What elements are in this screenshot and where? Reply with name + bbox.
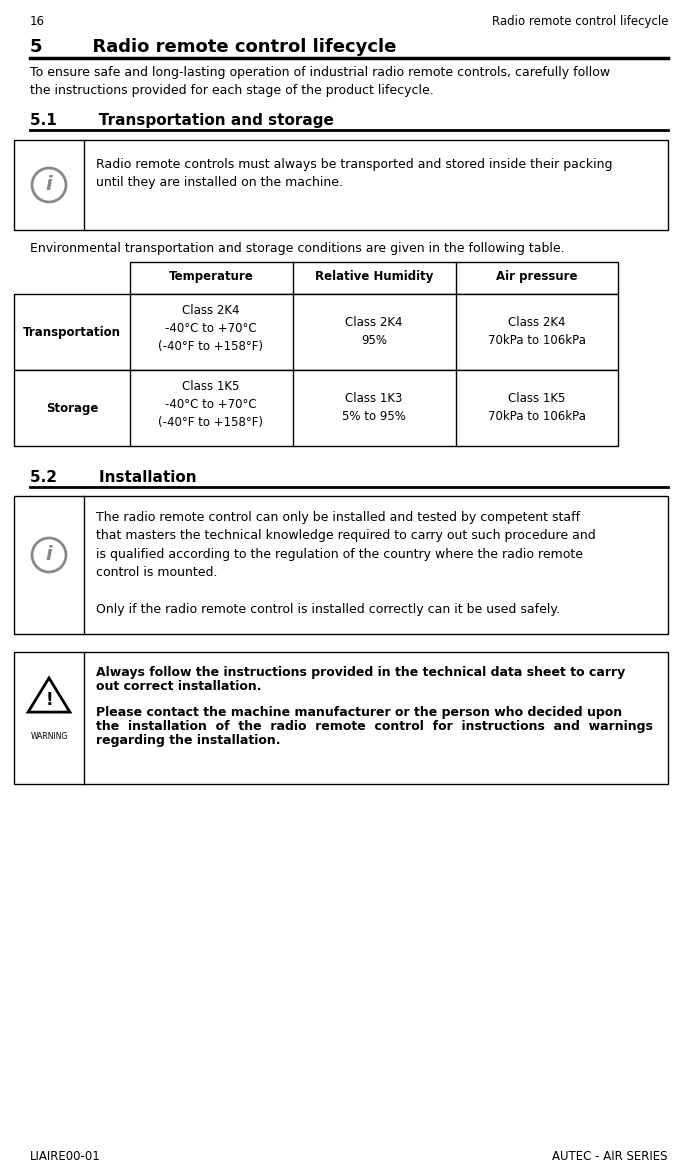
Text: Air pressure: Air pressure <box>496 270 578 283</box>
Text: Radio remote controls must always be transported and stored inside their packing: Radio remote controls must always be tra… <box>96 158 613 189</box>
Text: Class 1K5
-40°C to +70°C
(-40°F to +158°F): Class 1K5 -40°C to +70°C (-40°F to +158°… <box>158 379 264 430</box>
Text: Relative Humidity: Relative Humidity <box>315 270 433 283</box>
Text: i: i <box>45 176 52 194</box>
Text: To ensure safe and long-lasting operation of industrial radio remote controls, c: To ensure safe and long-lasting operatio… <box>30 66 610 97</box>
Text: !: ! <box>45 691 53 709</box>
Text: Class 2K4
70kPa to 106kPa: Class 2K4 70kPa to 106kPa <box>488 315 586 347</box>
Text: Class 1K3
5% to 95%: Class 1K3 5% to 95% <box>342 392 406 423</box>
Text: 5        Radio remote control lifecycle: 5 Radio remote control lifecycle <box>30 38 396 56</box>
Text: Storage: Storage <box>46 402 98 416</box>
Text: Environmental transportation and storage conditions are given in the following t: Environmental transportation and storage… <box>30 242 565 255</box>
Bar <box>14 370 618 446</box>
Text: regarding the installation.: regarding the installation. <box>96 734 281 747</box>
Text: The radio remote control can only be installed and tested by competent staff
tha: The radio remote control can only be ins… <box>96 511 596 617</box>
Text: 5.1        Transportation and storage: 5.1 Transportation and storage <box>30 113 334 128</box>
Text: out correct installation.: out correct installation. <box>96 680 262 693</box>
Bar <box>130 262 618 294</box>
Text: Class 2K4
95%: Class 2K4 95% <box>346 315 403 347</box>
Text: Always follow the instructions provided in the technical data sheet to carry: Always follow the instructions provided … <box>96 666 625 679</box>
Text: AUTEC - AIR SERIES: AUTEC - AIR SERIES <box>553 1150 668 1163</box>
Text: Class 1K5
70kPa to 106kPa: Class 1K5 70kPa to 106kPa <box>488 392 586 423</box>
Text: the  installation  of  the  radio  remote  control  for  instructions  and  warn: the installation of the radio remote con… <box>96 721 653 733</box>
Text: 16: 16 <box>30 15 45 28</box>
Text: Temperature: Temperature <box>169 270 253 283</box>
Text: i: i <box>45 546 52 565</box>
Bar <box>14 140 668 230</box>
Text: Transportation: Transportation <box>23 326 121 339</box>
Text: Radio remote control lifecycle: Radio remote control lifecycle <box>491 15 668 28</box>
Bar <box>14 496 668 634</box>
Text: WARNING: WARNING <box>30 732 68 741</box>
Bar <box>14 652 668 785</box>
Bar <box>14 294 618 370</box>
Text: 5.2        Installation: 5.2 Installation <box>30 470 197 485</box>
Text: Class 2K4
-40°C to +70°C
(-40°F to +158°F): Class 2K4 -40°C to +70°C (-40°F to +158°… <box>158 304 264 353</box>
Text: Please contact the machine manufacturer or the person who decided upon: Please contact the machine manufacturer … <box>96 707 622 719</box>
Text: LIAIRE00-01: LIAIRE00-01 <box>30 1150 101 1163</box>
